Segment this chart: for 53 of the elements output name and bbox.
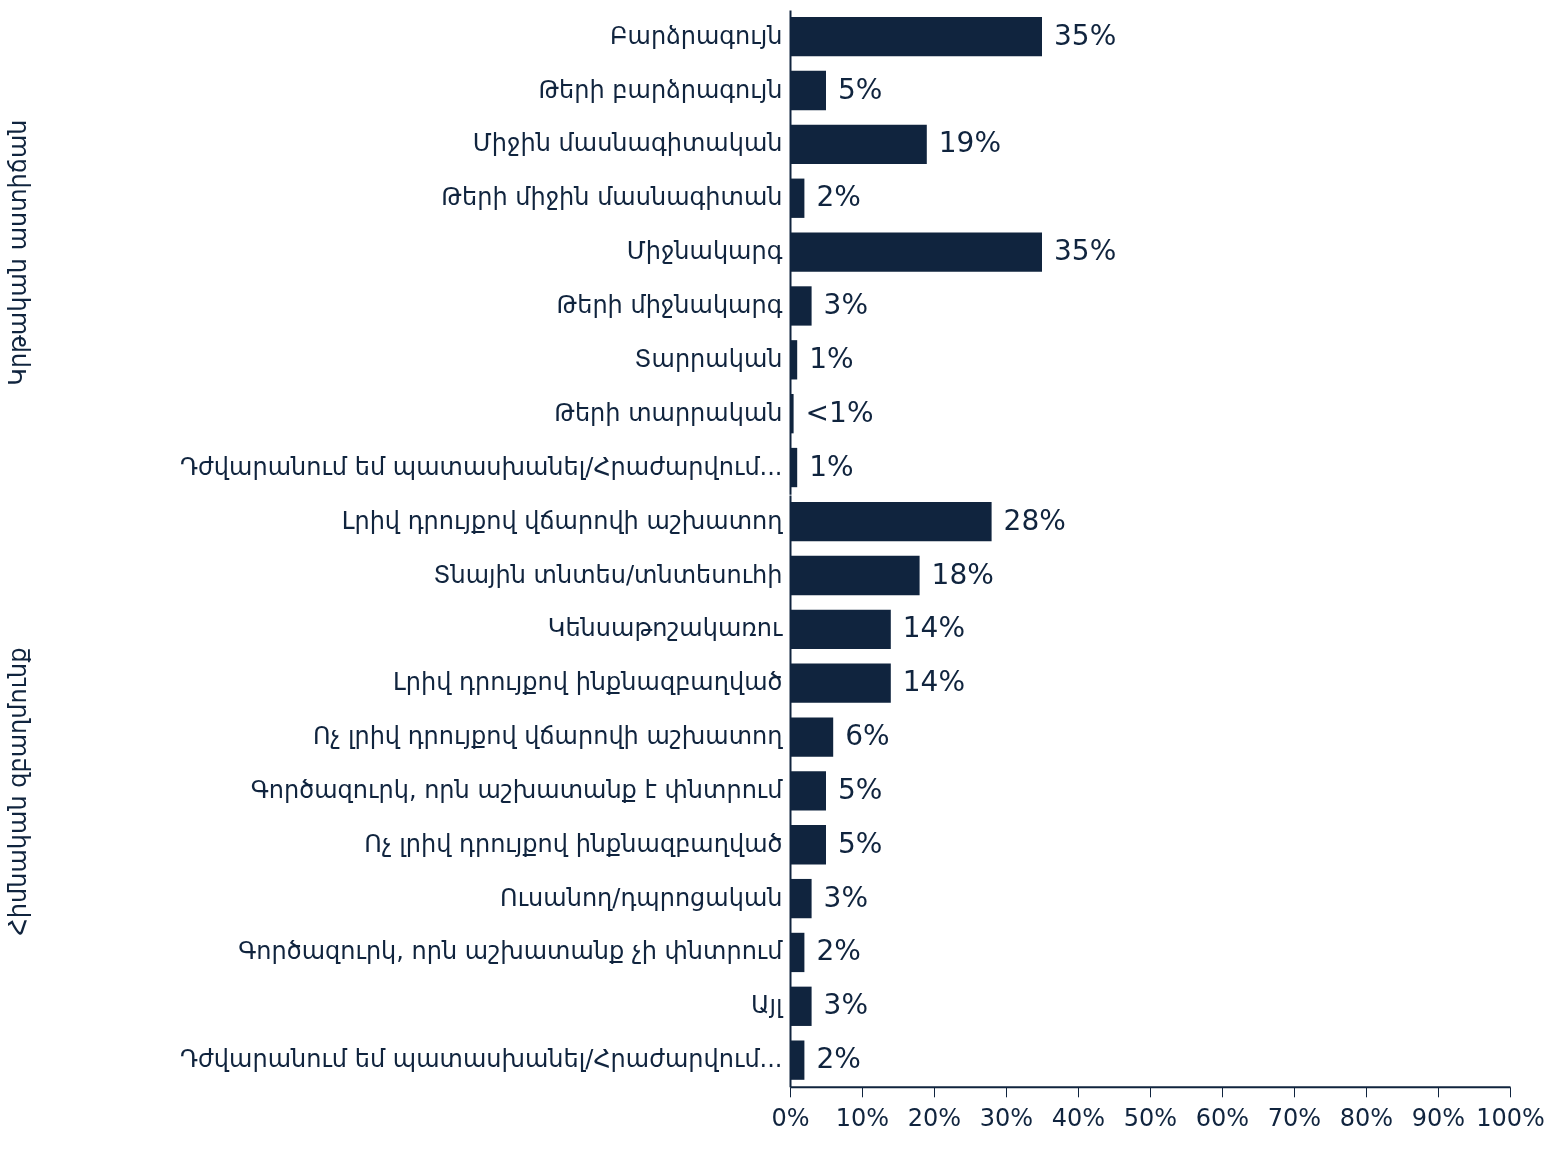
y-tick-label: Թերի միջին մասնագիտան xyxy=(441,183,783,212)
data-label: 19% xyxy=(938,126,1002,160)
data-label: 3% xyxy=(823,988,869,1022)
x-tick-label: 10% xyxy=(835,1104,890,1133)
x-tick-label: 50% xyxy=(1123,1104,1178,1133)
x-tick-label: 40% xyxy=(1051,1104,1106,1133)
y-tick-label: Այլ xyxy=(751,991,784,1020)
y-tick-label: Բարձրագույն xyxy=(610,21,783,50)
data-label: 3% xyxy=(823,287,869,321)
y-tick-label: Միջնակարգ xyxy=(626,237,783,266)
y-tick-label: Դժվարանում եմ պատասխանել/Հրաժարվում... xyxy=(179,452,783,481)
x-tick-label: 20% xyxy=(907,1104,962,1133)
data-label: 3% xyxy=(823,880,869,914)
data-label: 1% xyxy=(809,341,854,375)
data-label: 2% xyxy=(816,1042,861,1076)
data-label: 5% xyxy=(838,826,883,860)
data-label: 35% xyxy=(1054,18,1117,52)
y-tick-label: Ուսանող/դպրոցական xyxy=(500,883,783,912)
y-tick-label: Ոչ լրիվ դրույքով վճարովի աշխատող xyxy=(313,722,784,751)
y-tick-label: Թերի միջնակարգ xyxy=(556,290,783,319)
data-label: 6% xyxy=(845,719,890,753)
data-label: 14% xyxy=(902,611,966,645)
y-tick-label: Տնային տնտես/տնտեսուհի xyxy=(433,560,783,589)
y-tick-label: Թերի տարրական xyxy=(554,398,783,427)
data-label: 2% xyxy=(816,934,861,968)
y-tick-label: Միջին մասնագիտական xyxy=(472,129,783,158)
y-tick-label: Գործազուրկ, որն աշխատանք է փնտրում xyxy=(250,775,784,804)
data-label: 5% xyxy=(838,72,883,106)
data-label: 1% xyxy=(809,449,854,483)
y-tick-label: Ոչ լրիվ դրույքով ինքնազբաղված xyxy=(364,829,783,858)
y-axis-title: Հիմնական զբաղմունք xyxy=(3,647,32,936)
y-tick-label: Լրիվ դրույքով վճարովի աշխատող xyxy=(341,506,784,535)
x-tick-label: 90% xyxy=(1411,1104,1466,1133)
x-tick-label: 30% xyxy=(979,1104,1034,1133)
y-tick-label: Լրիվ դրույքով ինքնազբաղված xyxy=(392,668,783,697)
y-axis-title: Կրթական աստիճան xyxy=(3,119,32,386)
data-label: 14% xyxy=(902,665,966,699)
x-tick-label: 80% xyxy=(1339,1104,1394,1133)
x-tick-label: 100% xyxy=(1476,1104,1545,1133)
y-tick-label: Տարրական xyxy=(634,344,783,373)
data-label: <1% xyxy=(805,395,874,429)
data-label: 18% xyxy=(931,557,994,591)
data-label: 28% xyxy=(1003,503,1066,537)
y-tick-label: Դժվարանում եմ պատասխանել/Հրաժարվում... xyxy=(179,1045,783,1074)
x-tick-label: 60% xyxy=(1195,1104,1250,1133)
data-label: 2% xyxy=(816,180,861,214)
data-label: 5% xyxy=(838,772,883,806)
y-tick-label: Կենսաթոշակառու xyxy=(547,614,784,643)
y-tick-label: Գործազուրկ, որն աշխատանք չի փնտրում xyxy=(238,937,784,966)
data-label: 35% xyxy=(1054,234,1117,268)
x-tick-label: 0% xyxy=(771,1104,810,1133)
x-tick-label: 70% xyxy=(1267,1104,1322,1133)
y-tick-label: Թերի բարձրագույն xyxy=(538,75,783,104)
